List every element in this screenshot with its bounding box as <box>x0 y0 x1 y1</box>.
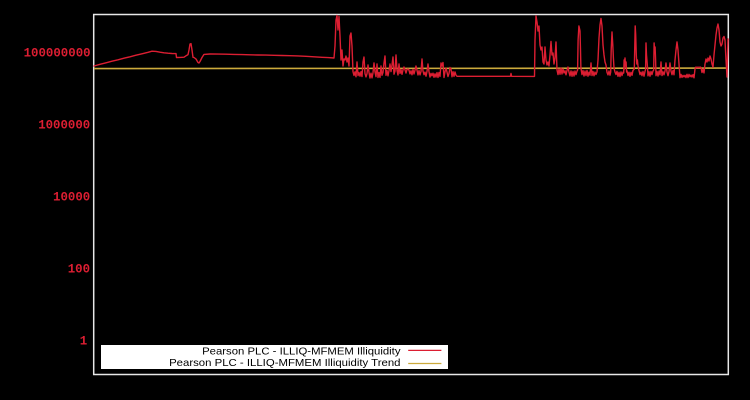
svg-text:10000: 10000 <box>53 189 90 204</box>
svg-text:1000000: 1000000 <box>38 117 90 132</box>
svg-text:Pearson PLC - ILLIQ-MFMEM Illi: Pearson PLC - ILLIQ-MFMEM Illiquidity Tr… <box>169 357 401 369</box>
svg-text:1: 1 <box>80 333 88 348</box>
svg-text:100000000: 100000000 <box>24 45 91 60</box>
svg-text:Pearson PLC - ILLIQ-MFMEM Illi: Pearson PLC - ILLIQ-MFMEM Illiquidity <box>202 346 401 358</box>
svg-text:100: 100 <box>68 261 90 276</box>
